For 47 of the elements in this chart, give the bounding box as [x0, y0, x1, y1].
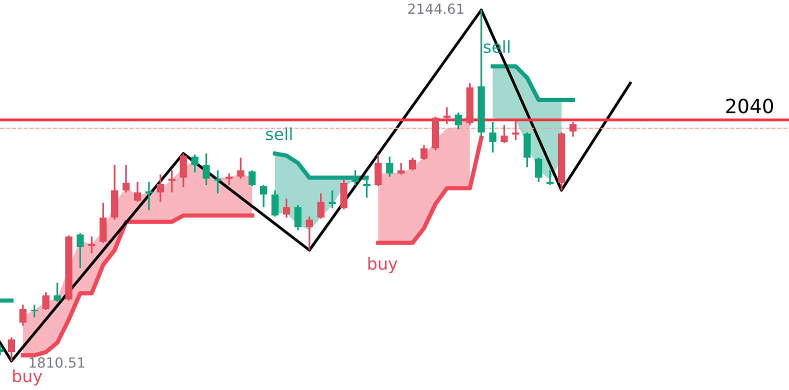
candlestick: [535, 156, 542, 183]
candlestick: [420, 144, 428, 161]
candlestick: [512, 120, 520, 141]
candlestick: [145, 181, 153, 212]
candlestick: [363, 176, 370, 198]
candlestick: [260, 184, 268, 208]
candlestick: [352, 169, 359, 186]
annotation: sell: [266, 127, 292, 140]
ref-line-label: 2040: [726, 98, 773, 114]
candlestick: [546, 169, 554, 186]
candlestick: [306, 216, 313, 252]
candlestick: [168, 169, 176, 194]
candlestick: [500, 124, 508, 144]
candlestick: [282, 198, 290, 218]
candlestick: [374, 154, 382, 187]
candlestick: [88, 236, 96, 254]
candlestick: [19, 304, 26, 327]
candlestick: [248, 169, 256, 187]
candlestick: [271, 189, 279, 218]
candlestick: [398, 162, 405, 176]
candlestick: [294, 204, 302, 232]
annotation: 1810.51: [30, 357, 84, 368]
candlestick: [569, 121, 577, 138]
candlestick: [42, 291, 50, 311]
candlestick: [443, 106, 450, 125]
candlestick: [328, 189, 336, 209]
candlestick: [489, 121, 496, 154]
candlestick: [408, 156, 416, 172]
candlestick: [134, 181, 142, 203]
candlestick: [237, 156, 244, 180]
candlestick: [386, 156, 394, 178]
annotation: buy: [368, 256, 398, 274]
candlestick: [54, 282, 61, 302]
candlestick: [226, 172, 233, 186]
annotation: 2144.61: [408, 4, 464, 14]
annotation: buy: [13, 369, 42, 386]
candlestick: [156, 174, 164, 203]
candlestick: [8, 336, 16, 362]
candlestick: [454, 112, 462, 130]
candlestick: [202, 152, 210, 186]
candlestick: [214, 169, 222, 194]
candlestick: [122, 164, 130, 194]
candlestick: [76, 232, 84, 269]
candlestick: [317, 192, 324, 220]
candlestick: [191, 154, 198, 174]
candlestick: [180, 152, 187, 188]
candlestick: [30, 304, 38, 318]
